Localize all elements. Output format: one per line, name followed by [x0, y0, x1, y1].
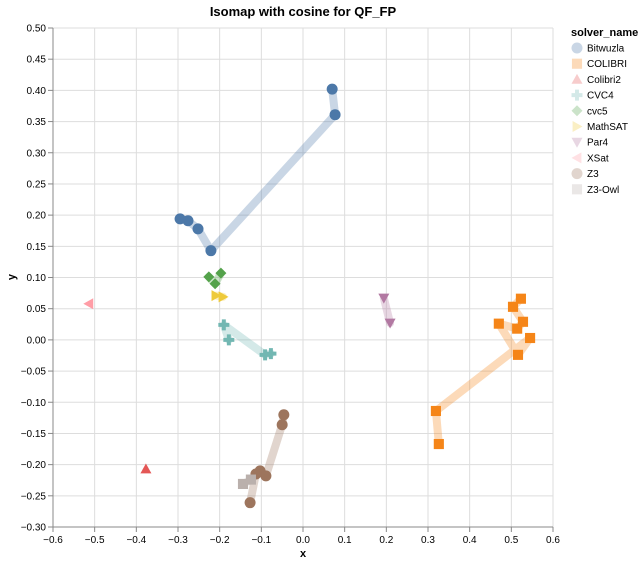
y-tick-label: 0.50: [27, 24, 47, 35]
legend-symbol-xsat: [571, 152, 582, 164]
x-tick-label: 0.4: [463, 535, 477, 546]
point-cvc5: [203, 271, 215, 283]
point-colibri: [515, 293, 526, 304]
y-tick-label: 0.45: [27, 55, 47, 66]
x-tick-label: −0.2: [210, 535, 230, 546]
point-par4: [378, 293, 390, 304]
data-points: [83, 83, 536, 509]
legend-label-mathsat: MathSAT: [587, 122, 628, 133]
x-tick-label: −0.1: [251, 535, 271, 546]
legend-label-xsat: XSat: [587, 153, 609, 164]
legend-symbol-mathsat: [572, 121, 583, 132]
legend-label-z3: Z3: [587, 169, 599, 180]
legend-symbol-cvc4: [571, 89, 583, 101]
point-cvc4: [218, 319, 230, 331]
point-cvc5: [209, 278, 221, 290]
legend-symbol-z3: [571, 168, 583, 180]
point-z3: [278, 409, 290, 421]
point-z3: [244, 497, 256, 509]
point-cvc4: [259, 349, 271, 361]
legend-label-bitwuzla: Bitwuzla: [587, 44, 625, 55]
point-cvc4: [223, 334, 235, 346]
point-colibri: [507, 301, 519, 312]
legend-label-colibri2: Colibri2: [587, 75, 621, 86]
point-cvc4: [265, 348, 277, 360]
x-tick-label: 0.1: [338, 535, 352, 546]
point-colibri: [525, 332, 536, 344]
x-tick-label: −0.5: [85, 535, 105, 546]
x-axis-title: x: [300, 548, 307, 560]
y-tick-label: −0.10: [21, 398, 47, 409]
y-tick-label: 0.35: [27, 117, 47, 128]
y-tick-label: −0.25: [21, 491, 47, 502]
point-colibri: [493, 318, 504, 329]
point-z3-owl: [245, 474, 256, 485]
point-bitwuzla: [329, 109, 341, 121]
legend-title: solver_name: [571, 27, 638, 39]
y-tick-label: 0.30: [27, 148, 47, 159]
axes: −0.6 −0.5 −0.4 −0.3 −0.2 −0.1 0.0 0.1 0.2 0.3 0.4 0…: [21, 24, 561, 547]
y-tick-label: −0.15: [21, 429, 47, 440]
point-colibri: [512, 323, 523, 334]
grid: [52, 27, 554, 528]
point-xsat: [83, 298, 94, 310]
point-z3-owl: [237, 478, 249, 490]
x-tick-label: −0.6: [43, 535, 63, 546]
x-tick-label: 0.5: [504, 535, 518, 546]
legend-symbol-colibri2: [571, 73, 583, 84]
y-tick-label: 0.15: [27, 242, 47, 253]
y-tick-label: −0.30: [21, 523, 47, 534]
legend-label-z3-owl: Z3-Owl: [587, 185, 619, 196]
x-tick-label: −0.4: [126, 535, 146, 546]
legend-symbol-bitwuzla: [571, 42, 583, 54]
chart-title: Isomap with cosine for QF_FP: [210, 4, 397, 19]
legend-label-cvc4: CVC4: [587, 91, 614, 102]
x-tick-label: 0.3: [421, 535, 435, 546]
y-axis-title: y: [6, 273, 18, 280]
point-mathsat: [218, 291, 229, 303]
point-bitwuzla: [326, 83, 338, 95]
legend-symbol-colibri: [571, 58, 583, 69]
point-colibri: [430, 405, 441, 417]
legend-symbol-cvc5: [571, 105, 583, 117]
point-colibri: [512, 349, 524, 360]
point-par4: [384, 318, 396, 329]
point-colibri: [433, 438, 444, 450]
y-tick-label: 0.05: [27, 304, 47, 315]
y-tick-label: 0.00: [27, 335, 47, 346]
x-tick-label: 0.0: [296, 535, 310, 546]
point-bitwuzla: [174, 213, 186, 225]
x-tick-label: 0.2: [379, 535, 393, 546]
point-colibri2: [140, 463, 152, 474]
legend-label-par4: Par4: [587, 138, 609, 149]
legend-symbol-z3-owl: [571, 184, 583, 195]
x-tick-label: 0.6: [546, 535, 560, 546]
series-line-bitwuzla: [176, 85, 340, 255]
point-bitwuzla: [205, 245, 217, 257]
y-tick-label: 0.20: [27, 211, 47, 222]
legend-label-colibri: COLIBRI: [587, 59, 627, 70]
point-mathsat: [211, 290, 222, 302]
point-bitwuzla: [192, 223, 204, 235]
series-lines: [176, 85, 535, 507]
y-tick-label: 0.10: [27, 273, 47, 284]
legend: solver_name Bitwuzla COLIBRI Colibri2 CVC4 c…: [571, 27, 638, 196]
point-z3: [276, 419, 288, 431]
point-colibri: [517, 316, 529, 327]
legend-symbol-par4: [571, 137, 583, 148]
legend-label-cvc5: cvc5: [587, 106, 608, 117]
point-cvc5: [215, 267, 227, 279]
y-tick-label: 0.25: [27, 179, 47, 190]
x-tick-label: −0.3: [168, 535, 188, 546]
y-tick-label: −0.20: [21, 460, 47, 471]
y-tick-label: −0.05: [21, 367, 47, 378]
y-tick-label: 0.40: [27, 86, 47, 97]
